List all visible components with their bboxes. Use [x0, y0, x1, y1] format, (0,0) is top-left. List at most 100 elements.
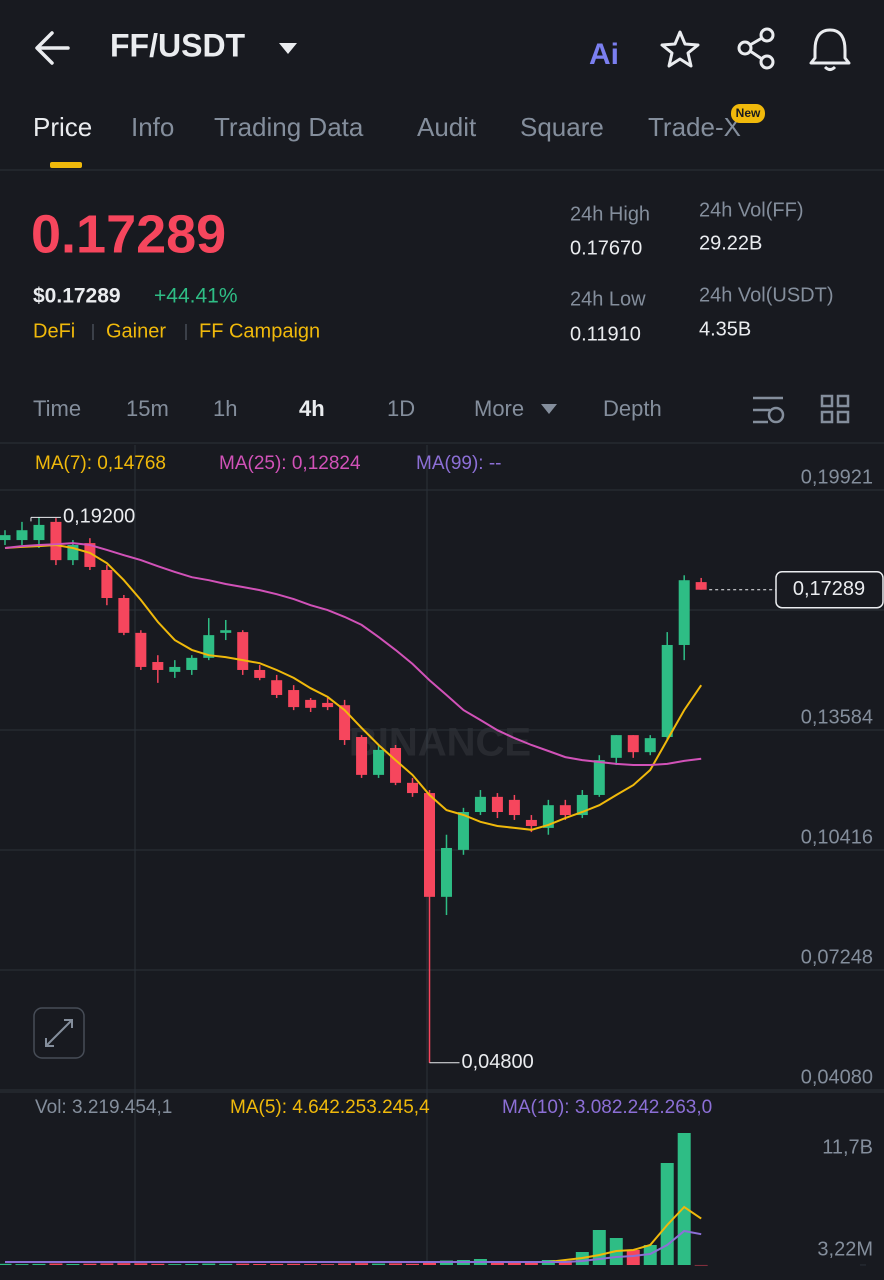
volume-bar: [389, 1263, 403, 1265]
stat-value: 0.17670: [570, 237, 642, 259]
candle-body: [0, 535, 11, 541]
pair-dropdown[interactable]: [279, 43, 297, 54]
ai-button[interactable]: Ai: [589, 38, 619, 71]
tab[interactable]: Info: [131, 112, 174, 142]
candle-body: [152, 662, 164, 670]
candle-body: [356, 737, 368, 775]
tag[interactable]: FF Campaign: [199, 320, 320, 342]
candle-body: [288, 690, 300, 708]
volume-bar: [304, 1264, 318, 1265]
icon-cell: [836, 410, 850, 424]
candle-body: [644, 738, 656, 753]
indicator-settings-icon[interactable]: [753, 396, 785, 424]
stat-label: 24h Low: [570, 288, 646, 310]
icon-gear: [767, 406, 785, 424]
share-lines: [749, 36, 763, 61]
volume-bar: [151, 1263, 165, 1265]
candle-body: [491, 796, 503, 813]
ma-legend: MA(25): 0,12824: [219, 453, 361, 474]
stat-label: 24h Vol(FF): [699, 199, 803, 221]
volume-bar: [287, 1263, 301, 1265]
candle-body: [339, 705, 351, 741]
candle-body: [237, 632, 249, 670]
back-button[interactable]: [35, 31, 70, 65]
last-price-label: 0,17289: [793, 578, 865, 600]
stat-label: 24h High: [570, 203, 650, 225]
volume-bar: [355, 1263, 369, 1265]
candle-body: [661, 644, 673, 738]
high-marker: [30, 516, 61, 522]
y-tick-label: 0,13584: [801, 706, 873, 728]
volume-bar: [15, 1264, 29, 1265]
candle-body: [305, 699, 317, 708]
usd-price: $0.17289: [33, 285, 121, 308]
volume-bar: [185, 1264, 199, 1265]
ma-line: [4, 543, 703, 831]
volume-bar: [270, 1263, 284, 1265]
y-tick-label: 0,10416: [801, 826, 873, 848]
volume-bar: [694, 1264, 708, 1266]
volume-bar: [134, 1263, 148, 1265]
volume-bar: [49, 1263, 63, 1265]
candle-body: [373, 749, 385, 775]
interval[interactable]: 4h: [299, 396, 325, 421]
badge: [731, 104, 765, 123]
stat-value: 4.35B: [699, 318, 751, 340]
candle-body: [220, 630, 232, 633]
y-tick-label: 0,19921: [801, 466, 873, 488]
favorite-icon[interactable]: [660, 30, 700, 68]
interval[interactable]: More: [474, 396, 524, 421]
candle-body: [424, 793, 435, 897]
interval[interactable]: 15m: [126, 396, 169, 421]
interval[interactable]: Time: [33, 396, 81, 421]
tag[interactable]: Gainer: [106, 320, 166, 342]
volume-bar: [507, 1261, 521, 1265]
tab[interactable]: Audit: [417, 112, 477, 142]
volume-bar: [0, 1263, 12, 1265]
share-icon[interactable]: [737, 27, 775, 70]
fullscreen-button[interactable]: [33, 1007, 85, 1059]
candle-body: [508, 799, 520, 816]
last-price-box: [775, 570, 884, 609]
ma-legend: MA(99): --: [416, 453, 502, 474]
volume-bar: [66, 1264, 80, 1265]
price-change: +44.41%: [154, 285, 238, 308]
tab[interactable]: Square: [520, 112, 604, 142]
pair-title[interactable]: FF/USDT: [110, 27, 246, 63]
candle-body: [474, 796, 486, 813]
more-dropdown[interactable]: [541, 404, 557, 414]
candle-body: [627, 735, 639, 753]
interval[interactable]: 1h: [213, 396, 237, 421]
volume-bar: [372, 1263, 386, 1265]
volume-legend: MA(5): 4.642.253.245,4: [230, 1097, 430, 1118]
volume-bar: [202, 1263, 216, 1265]
volume-bar: [83, 1263, 97, 1265]
tab[interactable]: Trade-X: [648, 112, 741, 142]
volume-bar: [168, 1264, 182, 1265]
y-tick-label: 0,07248: [801, 946, 873, 968]
candle-body: [322, 702, 334, 708]
volume-bar: [677, 1133, 691, 1265]
candle-body: [203, 635, 215, 658]
stat-value: 29.22B: [699, 232, 762, 254]
volume-bar: [321, 1264, 335, 1265]
y-tick-label: 0,04080: [801, 1066, 873, 1088]
volume-tick-label: 11,7B: [822, 1136, 873, 1158]
interval[interactable]: Depth: [603, 396, 662, 421]
candle-body: [593, 760, 605, 795]
candle-body: [407, 782, 419, 794]
tab[interactable]: Trading Data: [214, 112, 364, 142]
tab[interactable]: Price: [33, 112, 92, 142]
ma-line: [4, 542, 702, 766]
layout-icon[interactable]: [820, 394, 850, 424]
tag[interactable]: DeFi: [33, 320, 75, 342]
interval[interactable]: 1D: [387, 396, 415, 421]
candle-body: [695, 582, 707, 590]
notification-icon[interactable]: [809, 28, 851, 71]
back-arrow: [35, 31, 70, 65]
candle-body: [678, 580, 690, 645]
icon-cell: [820, 410, 834, 424]
candle-body: [16, 530, 28, 541]
